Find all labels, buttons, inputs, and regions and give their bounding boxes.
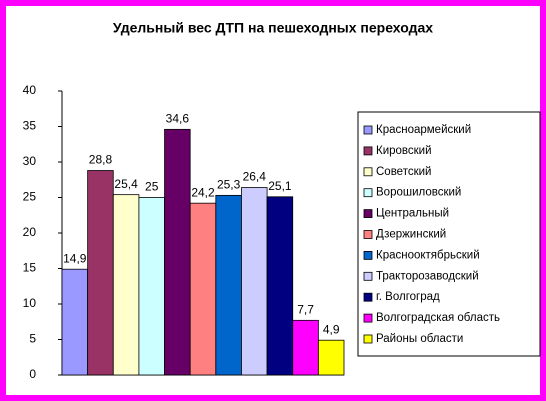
bar xyxy=(241,187,268,376)
legend-swatch xyxy=(363,313,373,323)
data-label: 25,3 xyxy=(217,178,241,192)
legend-swatch xyxy=(363,125,373,135)
legend-label: Советский xyxy=(376,166,431,178)
data-label: 25 xyxy=(145,180,159,194)
data-label: 26,4 xyxy=(243,170,267,184)
legend-label: Волгоградская область xyxy=(376,312,500,324)
legend-label: Красноармейский xyxy=(376,124,471,136)
legend-label: Центральный xyxy=(376,208,449,220)
data-label: 4,9 xyxy=(323,322,340,336)
y-tick-label: 5 xyxy=(29,332,36,346)
data-label: 7,7 xyxy=(297,303,314,317)
y-tick-label: 30 xyxy=(23,154,37,168)
y-tick-label: 0 xyxy=(29,367,36,381)
data-label: 34,6 xyxy=(166,112,190,126)
legend-label: г. Волгоград xyxy=(376,291,440,303)
legend-box xyxy=(357,111,541,357)
legend-swatch xyxy=(363,209,373,219)
legend-label: Дзержинский xyxy=(376,229,446,241)
legend-swatch xyxy=(363,188,373,198)
y-tick-label: 25 xyxy=(23,190,37,204)
y-tick-label: 20 xyxy=(23,225,37,239)
legend-label: Районы области xyxy=(376,333,463,345)
y-tick-label: 35 xyxy=(23,119,37,133)
legend-swatch xyxy=(363,167,373,177)
chart-title: Удельный вес ДТП на пешеходных переходах xyxy=(113,20,433,36)
bar xyxy=(292,319,319,376)
bar xyxy=(87,170,114,376)
bar xyxy=(61,268,89,376)
data-label: 25,1 xyxy=(268,179,292,193)
legend-swatch xyxy=(363,271,373,281)
bar xyxy=(164,128,191,376)
data-label: 24,2 xyxy=(191,185,215,199)
legend-swatch xyxy=(363,292,373,302)
bar xyxy=(317,339,345,376)
data-label: 14,9 xyxy=(63,251,87,265)
legend-label: Тракторозаводский xyxy=(376,270,479,282)
legend-label: Краснооктябрьский xyxy=(376,249,480,261)
y-tick-label: 15 xyxy=(23,261,37,275)
bar xyxy=(189,202,217,376)
bar xyxy=(112,194,140,376)
y-tick-label: 40 xyxy=(23,83,37,97)
legend-swatch xyxy=(363,250,373,260)
legend-label: Кировский xyxy=(376,145,432,157)
legend-swatch xyxy=(363,146,373,156)
legend-swatch xyxy=(363,230,373,239)
data-label: 25,4 xyxy=(114,177,138,191)
bar xyxy=(215,194,242,376)
bar xyxy=(266,196,294,376)
bar xyxy=(138,197,165,376)
legend-swatch xyxy=(363,334,373,344)
y-tick-label: 10 xyxy=(23,296,37,310)
data-label: 28,8 xyxy=(89,153,113,167)
legend-label: Ворошиловский xyxy=(376,187,461,199)
